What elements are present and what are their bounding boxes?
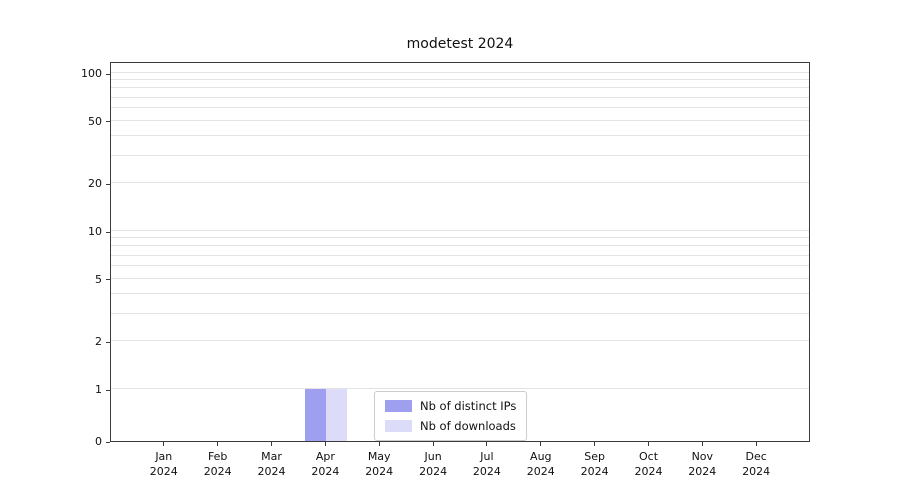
ytick-label-100: 100 (81, 67, 102, 80)
xtick-label-jan: Jan 2024 (149, 450, 178, 478)
ytick-label-2: 2 (95, 335, 102, 349)
ytick-mark-2 (106, 341, 110, 343)
gridline-y20 (111, 182, 809, 184)
gridline-y90 (111, 79, 809, 81)
xtick-mark-mar (271, 442, 272, 446)
legend: Nb of distinct IPs Nb of downloads (374, 391, 528, 441)
xtick-mark-feb (217, 442, 219, 446)
xtick-label-nov: Nov 2024 (688, 450, 717, 478)
xtick-mark-dec (755, 442, 757, 446)
ytick-mark-20 (106, 183, 110, 185)
xtick-label-aug: Aug 2024 (526, 450, 555, 478)
gridline-y6 (111, 265, 809, 267)
xtick-mark-jun (432, 442, 434, 446)
xtick-mark-jul (486, 442, 488, 446)
ytick-label-1: 1 (95, 383, 102, 396)
xtick-label-apr: Apr 2024 (311, 450, 340, 478)
legend-swatch-distinct-ips (385, 400, 412, 412)
ytick-mark-0 (106, 441, 110, 443)
xtick-mark-may (378, 442, 380, 446)
legend-label-distinct-ips: Nb of distinct IPs (420, 399, 517, 413)
gridline-y60 (111, 107, 809, 109)
gridline-y5 (111, 277, 809, 279)
gridline-y3 (111, 312, 809, 314)
gridline-y1 (111, 388, 809, 389)
xtick-mark-nov (701, 442, 703, 446)
chart-title: modetest 2024 (406, 36, 514, 52)
xtick-mark-aug (540, 442, 542, 446)
gridline-y7 (111, 254, 809, 256)
gridline-y80 (111, 87, 809, 89)
xtick-label-jun: Jun 2024 (419, 450, 448, 478)
xtick-mark-apr (324, 442, 326, 446)
ytick-label-20: 20 (88, 177, 102, 191)
gridline-y50 (111, 119, 809, 121)
gridline-y100 (111, 72, 809, 73)
bar-s0-apr (305, 389, 327, 441)
gridline-y30 (111, 154, 809, 156)
legend-label-downloads: Nb of downloads (420, 419, 516, 433)
legend-item-downloads: Nb of downloads (385, 419, 516, 433)
ytick-mark-5 (106, 279, 110, 281)
ytick-mark-100 (106, 73, 110, 75)
ytick-label-0: 0 (95, 435, 102, 448)
bar-s1-apr (326, 389, 348, 441)
xtick-label-feb: Feb 2024 (203, 450, 232, 478)
gridline-y4 (111, 292, 809, 294)
gridline-y40 (111, 134, 809, 136)
xtick-mark-sep (594, 442, 596, 446)
xtick-label-dec: Dec 2024 (742, 450, 771, 478)
ytick-label-10: 10 (88, 225, 102, 238)
ytick-label-5: 5 (95, 272, 102, 286)
xtick-label-sep: Sep 2024 (580, 450, 609, 478)
gridline-y8 (111, 245, 809, 247)
ytick-label-50: 50 (88, 114, 102, 128)
xtick-label-oct: Oct 2024 (634, 450, 663, 478)
ytick-mark-50 (106, 121, 110, 123)
gridline-y10 (111, 230, 809, 231)
xtick-mark-jan (163, 442, 165, 446)
gridline-y9 (111, 237, 809, 239)
ytick-mark-10 (106, 231, 110, 233)
xtick-mark-oct (648, 442, 649, 446)
legend-item-distinct-ips: Nb of distinct IPs (385, 399, 516, 413)
legend-swatch-downloads (385, 420, 412, 432)
xtick-label-mar: Mar 2024 (257, 450, 286, 478)
plot-area: Nb of distinct IPs Nb of downloads (110, 62, 810, 442)
xtick-label-jul: Jul 2024 (472, 450, 501, 478)
xtick-label-may: May 2024 (365, 450, 394, 478)
gridline-y2 (111, 340, 809, 342)
gridline-y70 (111, 96, 809, 98)
ytick-mark-1 (106, 389, 110, 391)
